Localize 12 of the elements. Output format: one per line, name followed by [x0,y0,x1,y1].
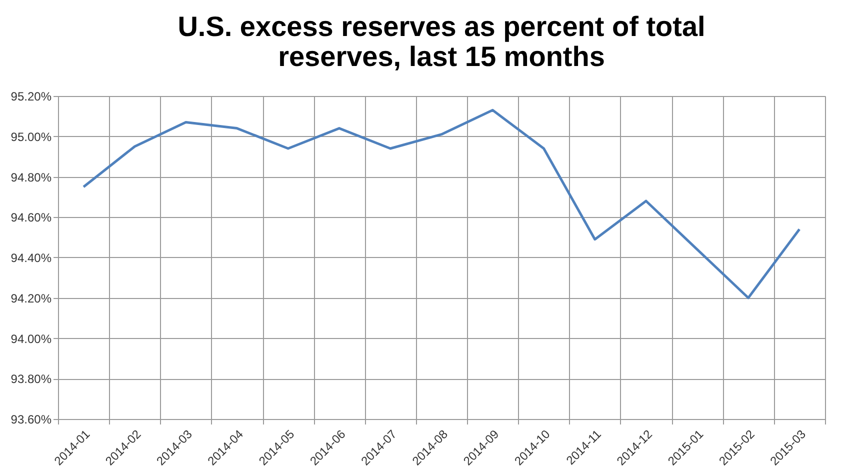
y-tick-label: 94.40% [10,251,52,265]
y-tick-label: 94.80% [10,170,52,184]
text: U.S. excess reserves as percent of total [178,11,706,42]
y-tick-label: 94.00% [10,332,52,346]
line-series [82,108,801,300]
y-tick-label: 94.60% [10,210,52,225]
y-tick-label: 93.80% [10,372,52,386]
y-tick-label: 95.00% [10,130,52,144]
y-tick-label: 93.60% [10,412,52,426]
y-tick-label: 95.20% [10,90,52,104]
y-tick-label: 94.20% [10,291,52,306]
text: reserves, last 15 months [278,41,605,72]
